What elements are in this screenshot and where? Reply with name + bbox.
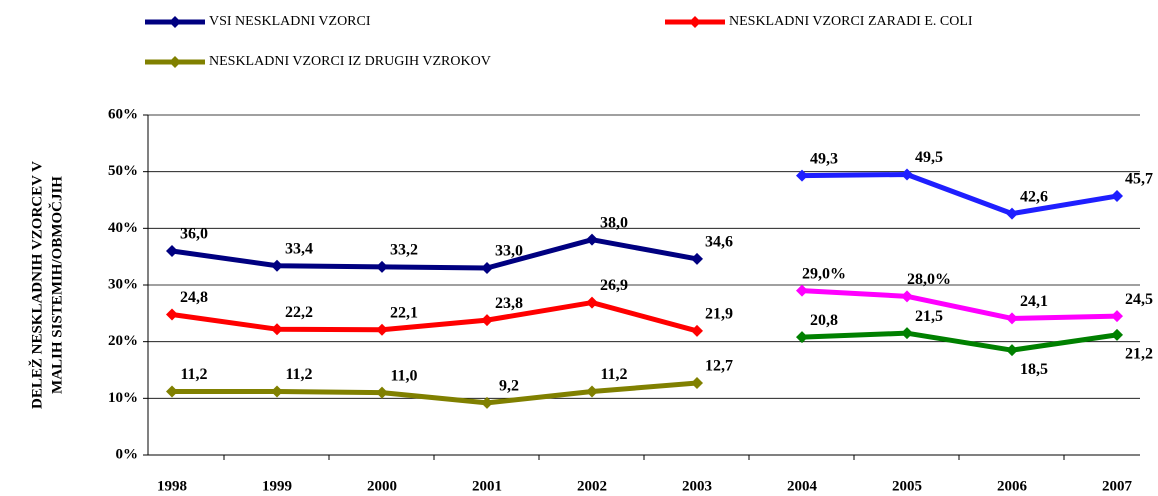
- data-label: 36,0: [180, 226, 208, 243]
- marker: [376, 260, 388, 273]
- data-label: 21,5: [915, 308, 943, 325]
- y-tick-label: 60%: [108, 106, 138, 122]
- marker: [1006, 207, 1018, 220]
- marker: [796, 284, 808, 297]
- data-label: 11,0: [390, 367, 417, 384]
- marker: [166, 308, 178, 321]
- data-label: 33,0: [495, 243, 523, 260]
- data-label: 9,2: [499, 378, 519, 395]
- y-axis-label: DELEŽ NESKLADNIH VZORCEV V: [28, 161, 45, 409]
- data-label: 28,0%: [907, 271, 951, 288]
- marker: [376, 386, 388, 399]
- data-label: 29,0%: [802, 265, 846, 282]
- x-tick-label: 1999: [262, 478, 292, 494]
- data-label: 45,7: [1125, 171, 1153, 188]
- x-tick-label: 2004: [787, 478, 818, 494]
- data-label: 34,6: [705, 234, 733, 251]
- marker: [169, 56, 181, 68]
- legend-label: VSI NESKLADNI VZORCI: [209, 14, 371, 29]
- data-label: 26,9: [600, 277, 628, 294]
- data-label: 24,8: [180, 289, 208, 306]
- marker: [481, 314, 493, 327]
- data-label: 49,3: [810, 150, 838, 167]
- data-label: 20,8: [810, 312, 838, 329]
- line: [801, 330, 1118, 353]
- marker: [901, 327, 913, 340]
- marker: [166, 385, 178, 398]
- marker: [271, 385, 283, 398]
- marker: [376, 323, 388, 336]
- marker: [796, 169, 808, 182]
- marker: [691, 377, 703, 390]
- y-tick-label: 20%: [108, 333, 138, 349]
- marker: [481, 396, 493, 409]
- data-label: 33,4: [285, 240, 313, 257]
- x-tick-label: 2002: [577, 478, 607, 494]
- marker: [166, 245, 178, 257]
- x-tick-label: 2001: [472, 478, 502, 494]
- marker: [1111, 310, 1123, 323]
- data-label: 22,2: [285, 304, 313, 321]
- y-tick-label: 30%: [108, 276, 138, 292]
- y-tick-label: 10%: [108, 390, 138, 406]
- marker: [1111, 190, 1123, 203]
- marker: [901, 290, 913, 303]
- line: [171, 237, 698, 271]
- x-tick-label: 2007: [1102, 478, 1133, 494]
- data-label: 23,8: [495, 295, 523, 312]
- y-axis-label: MALIH SISTEMIH/OBMOČJIH: [48, 176, 65, 394]
- data-label: 24,5: [1125, 291, 1153, 308]
- x-tick-label: 2005: [892, 478, 922, 494]
- marker: [271, 323, 283, 336]
- legend-label: NESKLADNI VZORCI IZ DRUGIH VZROKOV: [209, 54, 491, 69]
- x-tick-label: 2003: [682, 478, 712, 494]
- y-tick-label: 50%: [108, 163, 138, 179]
- marker: [586, 296, 598, 309]
- data-label: 42,6: [1020, 188, 1048, 205]
- data-label: 22,1: [390, 304, 418, 321]
- data-label: 38,0: [600, 214, 628, 231]
- line: [801, 288, 1118, 321]
- line: [172, 380, 698, 406]
- x-tick-label: 2006: [997, 478, 1028, 494]
- marker: [1006, 344, 1018, 357]
- data-label: 12,7: [705, 358, 733, 375]
- line: [801, 172, 1118, 217]
- x-tick-label: 2000: [367, 478, 397, 494]
- marker: [691, 324, 703, 337]
- marker: [481, 262, 493, 274]
- marker: [169, 16, 181, 28]
- data-label: 11,2: [600, 366, 627, 383]
- data-label: 49,5: [915, 149, 943, 166]
- marker: [1111, 328, 1123, 341]
- data-label: 21,2: [1125, 346, 1153, 363]
- data-label: 21,9: [705, 306, 733, 323]
- y-tick-label: 0%: [116, 446, 139, 462]
- data-label: 11,2: [285, 366, 312, 383]
- marker: [901, 168, 913, 181]
- marker: [586, 385, 598, 398]
- marker: [1006, 312, 1018, 325]
- data-label: 24,1: [1020, 293, 1048, 310]
- legend-label: NESKLADNI VZORCI ZARADI E. COLI: [729, 14, 973, 29]
- data-label: 11,2: [180, 366, 207, 383]
- marker: [271, 259, 283, 272]
- data-label: 33,2: [390, 242, 418, 259]
- data-label: 18,5: [1020, 361, 1048, 378]
- marker: [689, 16, 701, 28]
- marker: [586, 233, 598, 246]
- marker: [691, 252, 703, 265]
- x-tick-label: 1998: [157, 478, 187, 494]
- line: [171, 300, 698, 334]
- y-tick-label: 40%: [108, 220, 138, 236]
- marker: [796, 331, 808, 344]
